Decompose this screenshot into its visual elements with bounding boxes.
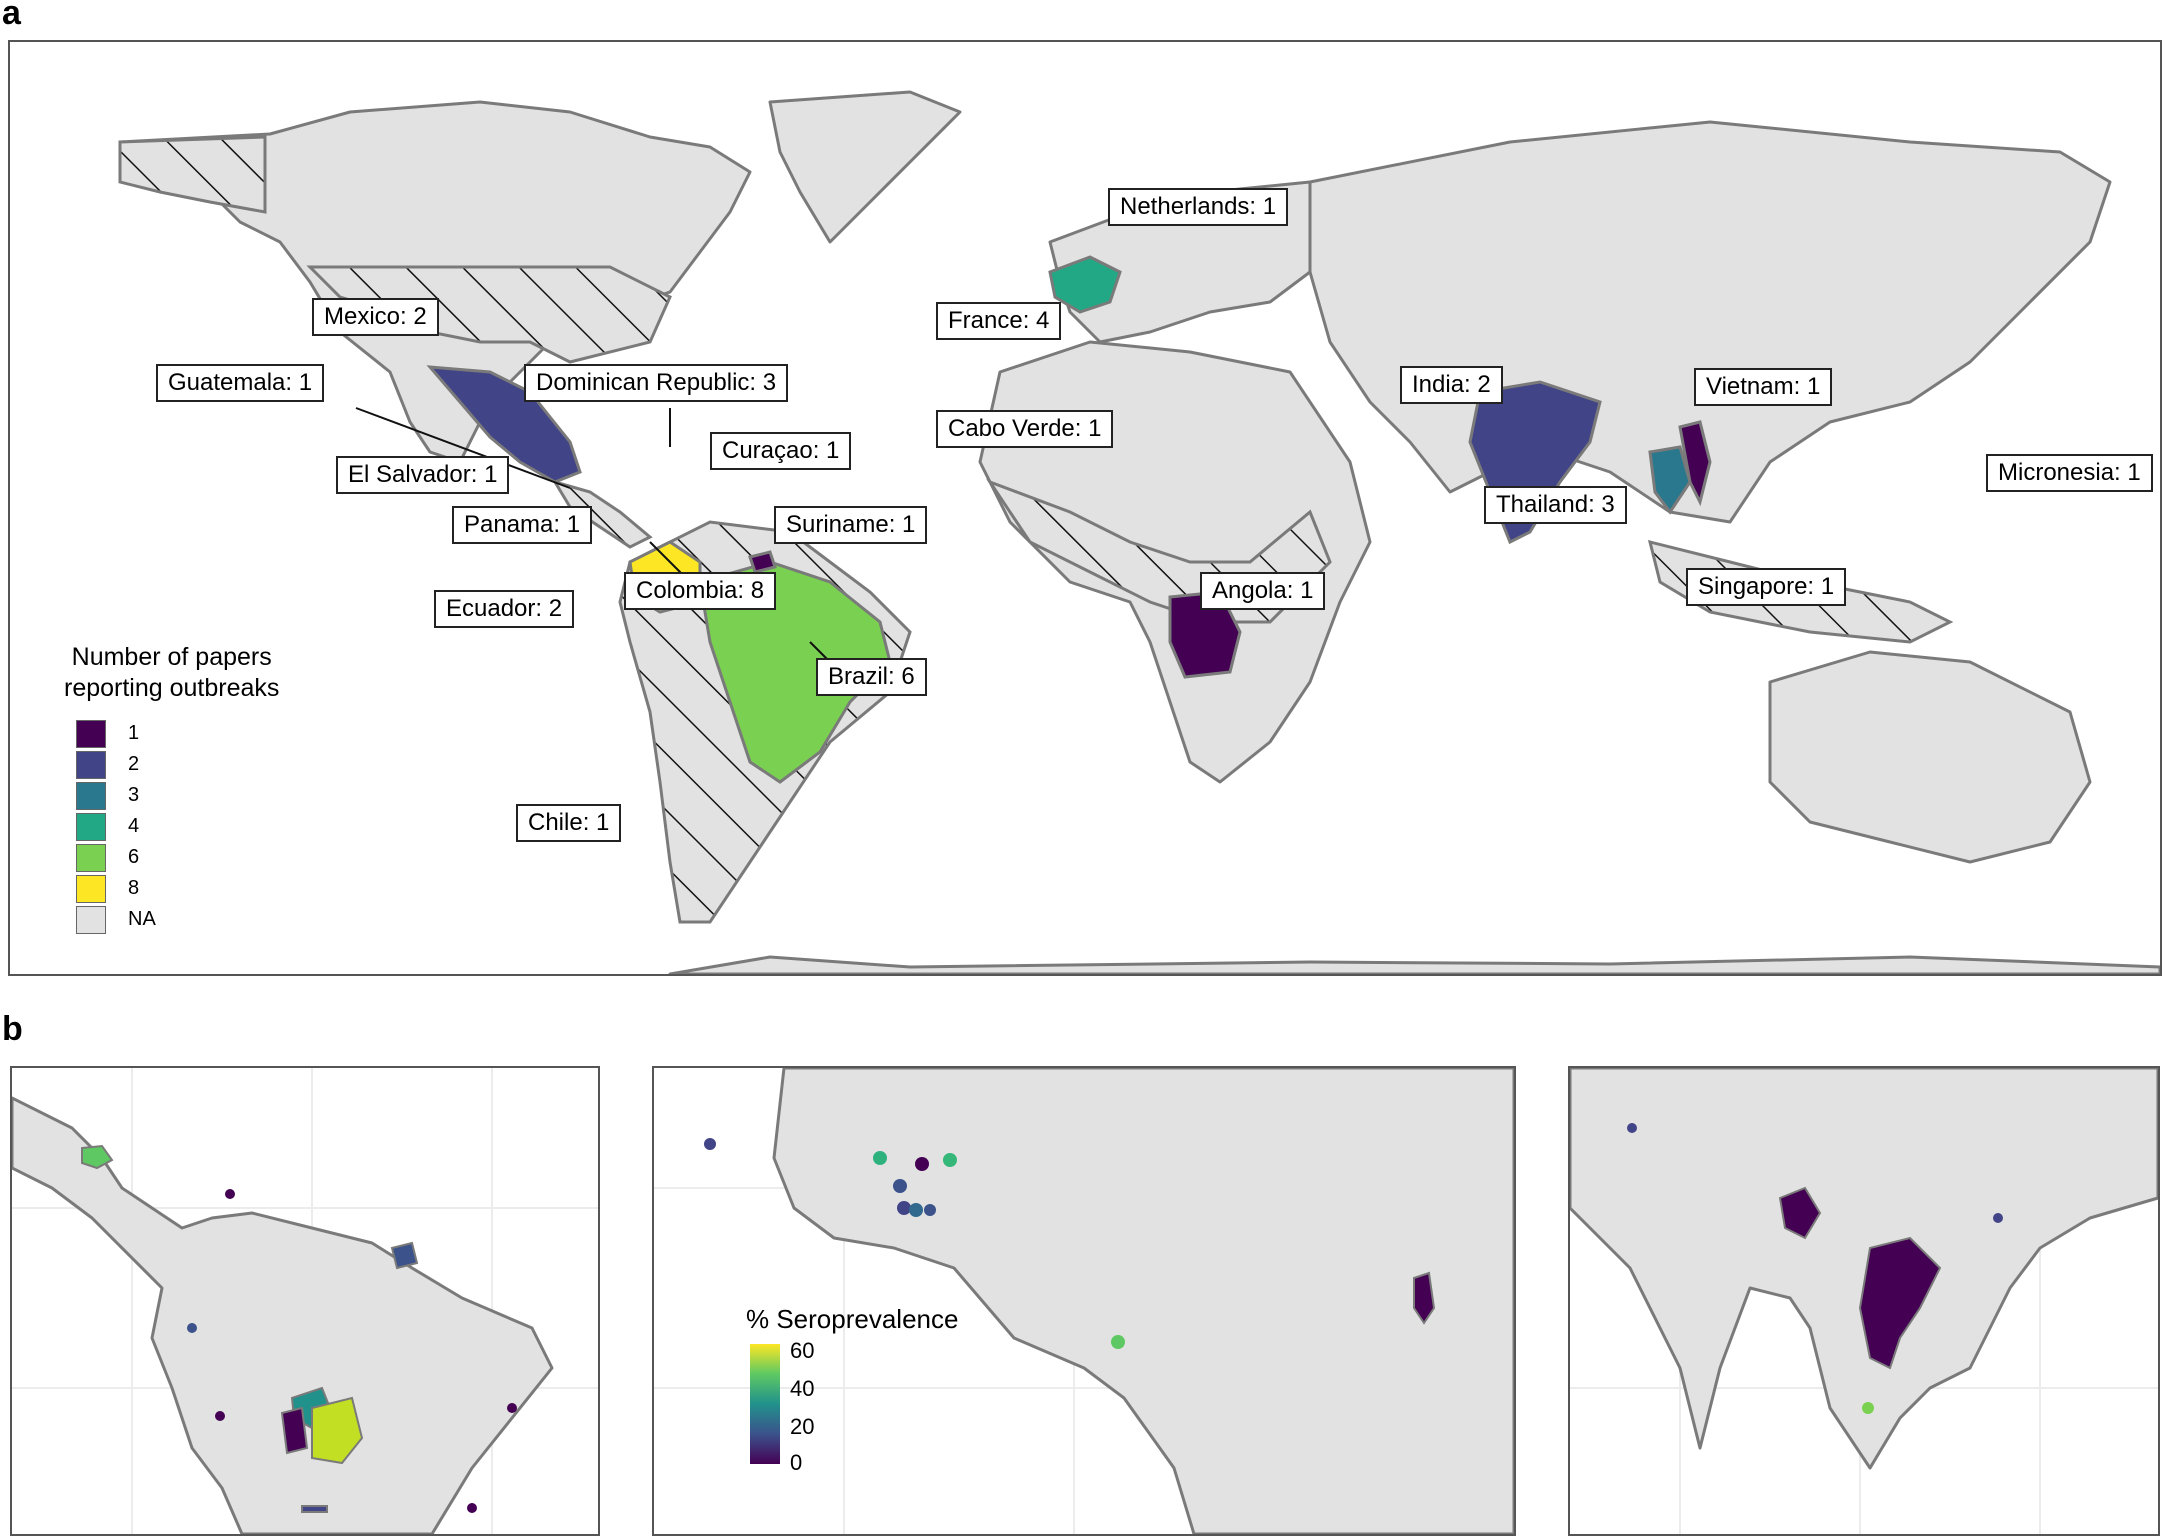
- world-map-svg: [118, 90, 2160, 974]
- legend-tick: 0: [790, 1450, 803, 1475]
- callout-caboverde: Cabo Verde: 1: [936, 410, 1114, 448]
- france-filled: [1048, 255, 1122, 314]
- callout-micronesia: Micronesia: 1: [1986, 454, 2153, 492]
- africa-map-panel: % Seroprevalence 60 40 20 0: [652, 1066, 1516, 1536]
- callout-india: India: 2: [1400, 366, 1503, 404]
- antarctica-land: [668, 955, 2160, 974]
- asia-svg: [1570, 1068, 2158, 1534]
- callout-netherlands: Netherlands: 1: [1108, 188, 1289, 226]
- legend-tick: 40: [790, 1376, 815, 1401]
- callout-suriname: Suriname: 1: [774, 506, 928, 544]
- legend-title-line2: reporting outbreaks: [64, 674, 280, 702]
- callout-curacao: Curaçao: 1: [710, 432, 852, 470]
- legend-item: 3: [76, 780, 279, 811]
- vietnam-filled: [1678, 420, 1712, 507]
- world-map-panel: Netherlands: 1 France: 4 Mexico: 2 Guate…: [8, 40, 2162, 976]
- alaska-hatched: [118, 135, 267, 214]
- legend-item: 8: [76, 873, 279, 904]
- seroprevalence-legend-title: % Seroprevalence: [746, 1304, 959, 1334]
- callout-singapore: Singapore: 1: [1686, 568, 1847, 606]
- legend-tick: 60: [790, 1338, 815, 1363]
- callout-guatemala: Guatemala: 1: [156, 364, 325, 402]
- latin-america-svg: [12, 1068, 598, 1534]
- callout-dominican: Dominican Republic: 3: [524, 364, 789, 402]
- seroprevalence-legend: % Seroprevalence 60 40 20 0: [746, 1304, 959, 1475]
- callout-elsalvador: El Salvador: 1: [336, 456, 510, 494]
- legend-item: 6: [76, 842, 279, 873]
- seroprevalence-gradient: [750, 1344, 780, 1464]
- outbreak-legend: Number of papers reporting outbreaks 1 2…: [64, 642, 279, 935]
- callout-ecuador: Ecuador: 2: [434, 590, 575, 628]
- legend-item: 4: [76, 811, 279, 842]
- legend-item: NA: [76, 904, 279, 935]
- brazil-filled: [698, 560, 892, 784]
- legend-tick: 20: [790, 1414, 815, 1439]
- callout-panama: Panama: 1: [452, 506, 593, 544]
- panel-a-letter: a: [2, 0, 21, 32]
- legend-item: 2: [76, 749, 279, 780]
- greenland-land: [768, 90, 962, 244]
- mexico-filled: [426, 365, 582, 484]
- legend-title-line1: Number of papers: [71, 643, 272, 671]
- callout-colombia: Colombia: 8: [624, 572, 777, 610]
- asia-map-panel: [1568, 1066, 2160, 1536]
- callout-thailand: Thailand: 3: [1484, 486, 1627, 524]
- thailand-filled: [1648, 445, 1692, 515]
- africa-svg: [654, 1068, 1514, 1534]
- callout-vietnam: Vietnam: 1: [1694, 368, 1833, 406]
- latin-america-map-panel: [10, 1066, 600, 1536]
- callout-angola: Angola: 1: [1200, 572, 1326, 610]
- callout-brazil: Brazil: 6: [816, 658, 927, 696]
- australia-land: [1768, 650, 2092, 864]
- legend-item: 1: [76, 718, 279, 749]
- callout-mexico: Mexico: 2: [312, 298, 439, 336]
- callout-france: France: 4: [936, 302, 1062, 340]
- callout-chile: Chile: 1: [516, 804, 622, 842]
- suriname-filled: [748, 550, 777, 574]
- panel-b-letter: b: [2, 1010, 23, 1048]
